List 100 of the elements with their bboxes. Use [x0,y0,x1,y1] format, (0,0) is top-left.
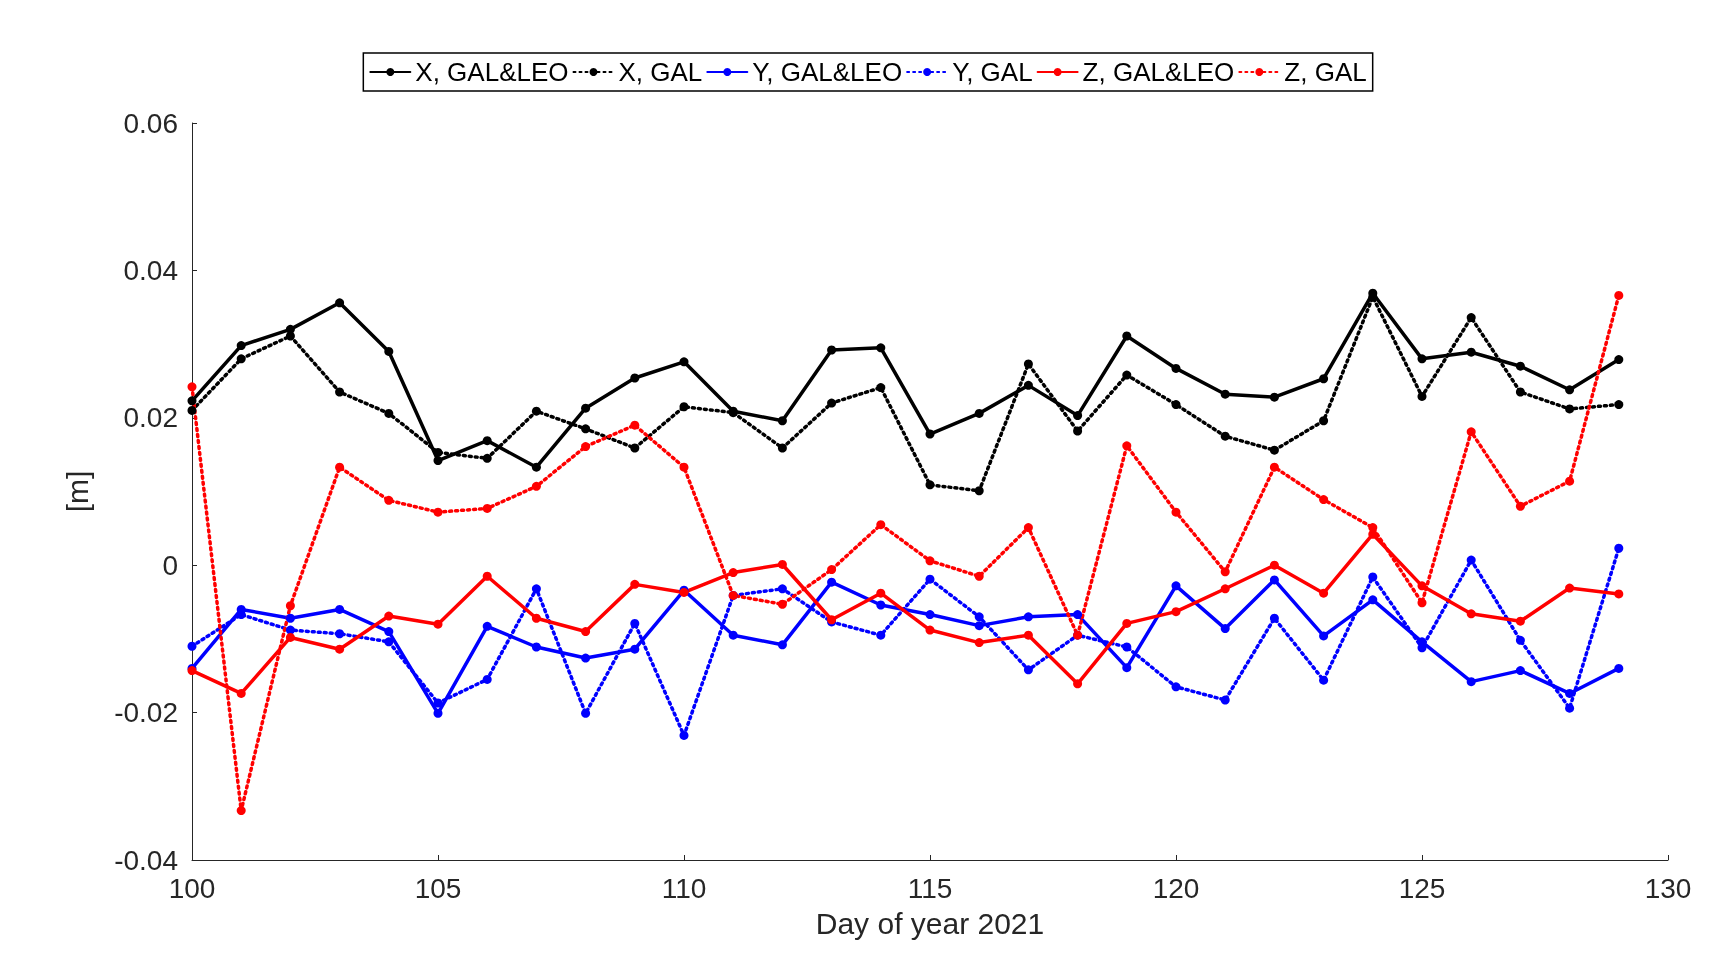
point [974,408,984,418]
point [1515,387,1525,397]
point [1122,663,1132,673]
point [1466,313,1476,323]
point [1368,572,1378,582]
point [1319,495,1329,505]
y-tick-label: 0.02 [123,402,178,434]
point [581,424,591,434]
legend-label: Z, GAL&LEO [1082,57,1235,87]
legend-label: X, GAL [618,57,703,87]
point [1269,392,1279,402]
point [728,568,738,578]
point [285,331,295,341]
x-tick-label: 120 [1152,872,1200,904]
point [974,638,984,648]
point [777,559,787,569]
x-axis-title: Day of year 2021 [815,906,1045,940]
point [777,640,787,650]
legend-label: X, GAL&LEO [415,57,569,87]
point [482,503,492,513]
point [531,613,541,623]
point [187,641,197,651]
point [335,644,345,654]
point [630,373,640,383]
point [777,443,787,453]
point [1466,555,1476,565]
x-tick-label: 125 [1398,872,1446,904]
point [1171,682,1181,692]
point [482,674,492,684]
point [728,630,738,640]
point [581,653,591,663]
point [384,408,394,418]
point [1515,666,1525,676]
x-tick-label: 105 [414,872,462,904]
point [1319,631,1329,641]
point [925,429,935,439]
point [679,730,689,740]
point [974,612,984,622]
point [1171,581,1181,591]
point [531,642,541,652]
y-tick-label: 0.06 [123,107,178,139]
point [1565,688,1575,698]
point [1122,618,1132,628]
point [1269,445,1279,455]
point [531,584,541,594]
point [335,629,345,639]
point [630,443,640,453]
point [1171,363,1181,373]
point [1515,616,1525,626]
point [876,600,886,610]
point [827,565,837,575]
point [630,618,640,628]
point [285,613,295,623]
legend-label: Z, GAL [1284,57,1367,87]
point [482,621,492,631]
point [925,556,935,566]
point [1073,610,1083,620]
point [1614,543,1624,553]
point [285,601,295,611]
point [384,611,394,621]
point [1171,400,1181,410]
point [827,398,837,408]
legend-label: Y, GAL&LEO [752,57,903,87]
point [630,644,640,654]
point [1073,411,1083,421]
point [925,574,935,584]
point [581,627,591,637]
point [876,383,886,393]
y-tick-label: 0.04 [123,254,178,286]
point [1565,385,1575,395]
point [482,436,492,446]
y-tick-label: -0.02 [114,697,178,729]
point [1023,380,1033,390]
point [974,571,984,581]
point [1220,584,1230,594]
point [531,481,541,491]
point [630,420,640,430]
point [1023,359,1033,369]
point [679,462,689,472]
point [1614,355,1624,365]
point [531,462,541,472]
point [1122,370,1132,380]
x-tick-label: 110 [661,872,707,904]
point [1073,679,1083,689]
point [777,584,787,594]
point [925,625,935,635]
point [531,406,541,416]
point [433,708,443,718]
legend-label: Y, GAL [952,57,1033,87]
point [1565,583,1575,593]
point [433,507,443,517]
point [335,298,345,308]
point [384,627,394,637]
point [236,354,246,364]
point [384,346,394,356]
point [1122,642,1132,652]
point [1417,391,1427,401]
point [236,341,246,351]
point [1614,290,1624,300]
point [1565,703,1575,713]
